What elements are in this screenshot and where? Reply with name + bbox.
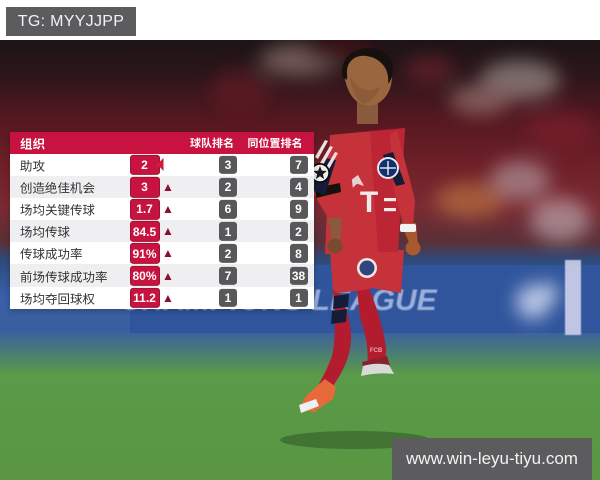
svg-text:FCB: FCB: [370, 348, 383, 354]
svg-text:T: T: [360, 186, 378, 219]
